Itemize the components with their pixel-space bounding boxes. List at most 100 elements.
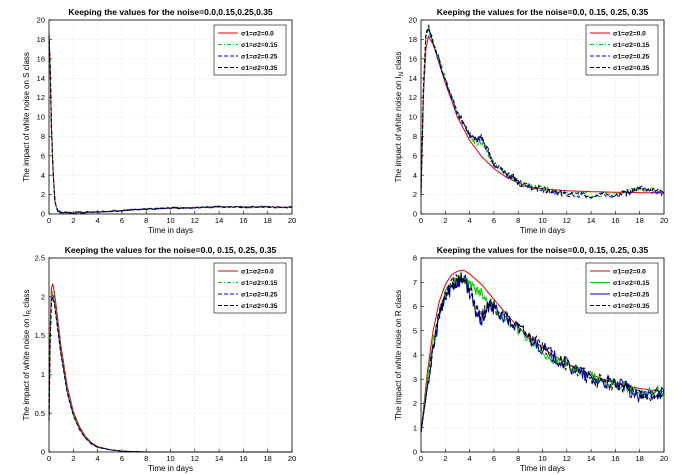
legend-label-1: σ1=σ2=0.0: [613, 30, 646, 37]
x-tick-label: 18: [264, 216, 272, 225]
y-tick-label: 20: [37, 16, 45, 25]
y-tick-label: 4: [413, 351, 417, 360]
y-tick-label: 10: [37, 113, 45, 122]
chart-title: Keeping the values for the noise=0.0, 0.…: [65, 245, 277, 255]
y-tick-label: 0.5: [35, 409, 45, 418]
y-tick-label: 3: [413, 375, 417, 384]
y-tick-label: 12: [37, 93, 45, 102]
x-tick-label: 6: [120, 216, 124, 225]
series-line-4: [420, 23, 665, 199]
x-tick-label: 12: [191, 216, 199, 225]
y-axis-label-subscript: R: [27, 309, 33, 314]
legend-label-3: σ1=σ2=0.25: [241, 53, 278, 60]
x-tick-label: 0: [47, 216, 51, 225]
series-line-2: [420, 274, 665, 433]
x-tick-label: 10: [538, 454, 546, 463]
legend-label-4: σ1=σ2=0.35: [241, 65, 278, 72]
x-axis-label: Time in days: [148, 226, 193, 235]
x-tick-label: 8: [144, 454, 148, 463]
x-tick-label: 12: [563, 454, 571, 463]
chart-panel-2: 0 2 4 6 8 10 12 14 16 18 20 0 2 4 6 8 10 12 14 16 18 20 Keepin…: [394, 7, 668, 235]
x-tick-label: 10: [538, 216, 546, 225]
x-tick-label: 6: [492, 216, 496, 225]
x-tick-label: 20: [288, 454, 296, 463]
y-tick-label: 4: [413, 171, 417, 180]
x-tick-label: 4: [96, 454, 100, 463]
y-tick-label: 1.5: [35, 331, 45, 340]
series-line-3: [420, 274, 665, 433]
y-tick-label: 6: [413, 151, 417, 160]
legend-label-1: σ1=σ2=0.0: [241, 30, 274, 37]
axes-box: [420, 19, 665, 215]
x-tick-label: 10: [166, 216, 174, 225]
legend-label-2: σ1=σ2=0.15: [613, 42, 650, 49]
chart-panel-1: 0 2 4 6 8 10 12 14 16 18 20 0 2 4 6 8 10 12 14 16 18 20 Keepin…: [22, 7, 296, 235]
x-tick-label: 14: [587, 216, 595, 225]
y-axis-label: The impact of white noise on IR class: [22, 289, 33, 420]
x-tick-label: 2: [71, 216, 75, 225]
x-tick-label: 6: [120, 454, 124, 463]
legend-label-1: σ1=σ2=0.0: [613, 268, 646, 275]
legend-label-4: σ1=σ2=0.35: [241, 303, 278, 310]
series-line-4: [420, 271, 665, 433]
series-line-1: [420, 35, 664, 195]
y-tick-label: 10: [409, 113, 417, 122]
y-tick-label: 14: [409, 74, 417, 83]
y-axis-label: The impact of white noise on IN class: [394, 51, 405, 182]
legend: σ1=σ2=0.0 σ1=σ2=0.15 σ1=σ2=0.25 σ1=σ2=0.35: [585, 262, 659, 314]
x-tick-label: 14: [215, 454, 223, 463]
chart-title: Keeping the values for the noise=0.0, 0.…: [437, 245, 649, 255]
x-tick-label: 16: [239, 216, 247, 225]
x-tick-label: 8: [516, 454, 520, 463]
x-tick-label: 10: [166, 454, 174, 463]
x-tick-label: 8: [516, 216, 520, 225]
y-tick-label: 2: [41, 190, 45, 199]
x-tick-label: 18: [264, 454, 272, 463]
x-tick-label: 20: [660, 216, 668, 225]
y-tick-label: 2: [41, 292, 45, 301]
y-tick-label: 0: [41, 448, 45, 457]
y-axis-label-text: The impact of white noise on I: [22, 314, 31, 420]
y-tick-label: 0: [41, 210, 45, 219]
x-tick-label: 8: [144, 216, 148, 225]
legend-label-2: σ1=σ2=0.15: [613, 280, 650, 287]
legend-label-3: σ1=σ2=0.25: [613, 53, 650, 60]
x-tick-label: 4: [468, 216, 472, 225]
y-tick-label: 18: [409, 35, 417, 44]
y-tick-label: 8: [413, 254, 417, 263]
series-line-3: [48, 34, 293, 215]
x-tick-label: 6: [492, 454, 496, 463]
legend-label-2: σ1=σ2=0.15: [241, 280, 278, 287]
chart-title: Keeping the values for the noise=0.0, 0.…: [437, 7, 649, 17]
x-tick-label: 16: [611, 454, 619, 463]
x-tick-label: 20: [660, 454, 668, 463]
y-tick-label: 12: [409, 93, 417, 102]
y-axis-label: The impact of white noise on S class: [22, 52, 31, 182]
x-tick-label: 0: [419, 454, 423, 463]
y-tick-label: 1: [413, 423, 417, 432]
legend-label-1: σ1=σ2=0.0: [241, 268, 274, 275]
legend: σ1=σ2=0.0 σ1=σ2=0.15 σ1=σ2=0.25 σ1=σ2=0.35: [585, 24, 659, 76]
x-tick-label: 18: [636, 454, 644, 463]
x-tick-label: 4: [468, 454, 472, 463]
y-axis-label-subscript: N: [399, 72, 405, 76]
y-tick-label: 16: [37, 54, 45, 63]
y-tick-label: 2: [413, 190, 417, 199]
y-tick-label: 20: [409, 16, 417, 25]
series-line-4: [48, 34, 293, 215]
y-tick-label: 0: [413, 448, 417, 457]
legend-label-4: σ1=σ2=0.35: [613, 65, 650, 72]
y-tick-label: 0: [413, 210, 417, 219]
x-axis-label: Time in days: [520, 226, 565, 235]
axes-box: [420, 257, 665, 453]
x-tick-label: 0: [47, 454, 51, 463]
y-axis-label-text: The impact of white noise on I: [394, 76, 403, 182]
y-axis-label: The impact of white noise on R class: [394, 290, 403, 420]
legend-label-3: σ1=σ2=0.25: [613, 291, 650, 298]
y-tick-label: 6: [413, 302, 417, 311]
y-tick-label: 2: [413, 399, 417, 408]
x-tick-label: 12: [191, 454, 199, 463]
x-tick-label: 20: [288, 216, 296, 225]
x-tick-label: 4: [96, 216, 100, 225]
y-tick-label: 8: [413, 132, 417, 141]
